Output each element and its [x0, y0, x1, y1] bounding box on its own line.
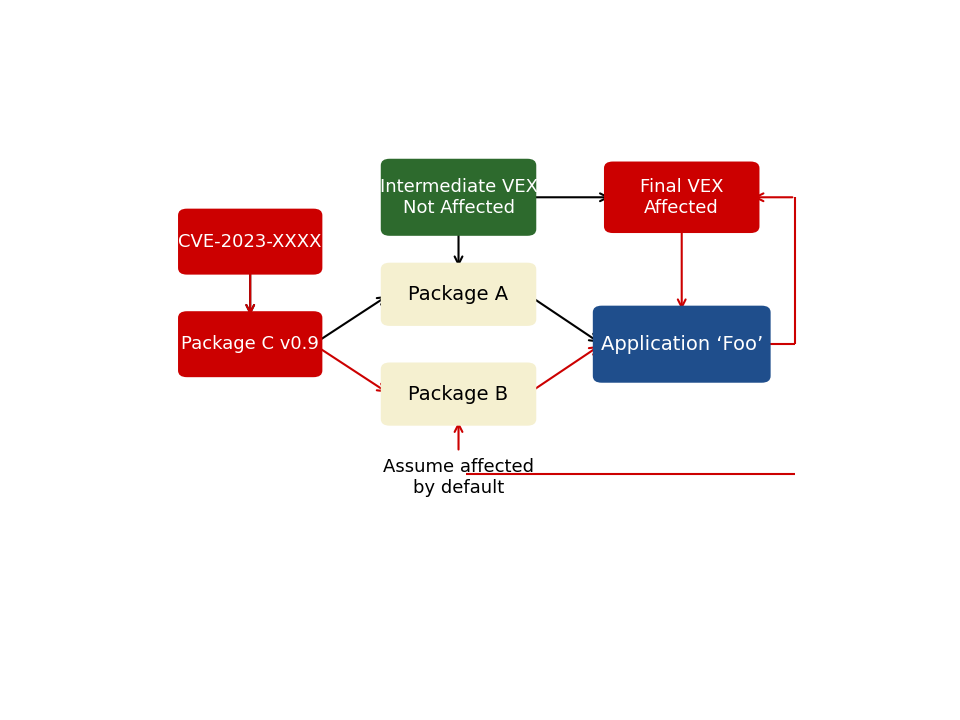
Text: CVE-2023-XXXX: CVE-2023-XXXX — [179, 233, 322, 251]
Text: Assume affected
by default: Assume affected by default — [383, 458, 534, 497]
Text: Package A: Package A — [408, 285, 509, 304]
FancyBboxPatch shape — [178, 209, 323, 274]
Text: Package C v0.9: Package C v0.9 — [181, 336, 319, 354]
FancyBboxPatch shape — [381, 362, 537, 426]
Text: Intermediate VEX
Not Affected: Intermediate VEX Not Affected — [379, 178, 538, 217]
FancyBboxPatch shape — [381, 158, 537, 236]
FancyBboxPatch shape — [178, 311, 323, 377]
Text: Final VEX
Affected: Final VEX Affected — [640, 178, 724, 217]
FancyBboxPatch shape — [381, 263, 537, 326]
Text: Application ‘Foo’: Application ‘Foo’ — [601, 335, 763, 354]
FancyBboxPatch shape — [604, 161, 759, 233]
Text: Package B: Package B — [408, 384, 509, 404]
FancyBboxPatch shape — [593, 306, 771, 383]
